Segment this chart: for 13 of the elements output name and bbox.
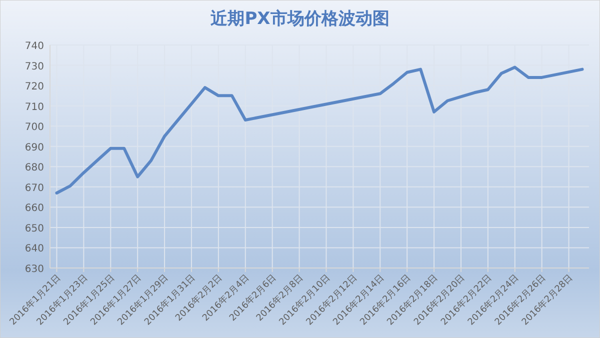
chart-title: 近期PX市场价格波动图	[210, 9, 390, 29]
y-tick-label: 740	[24, 41, 44, 52]
y-tick-label: 690	[24, 142, 44, 154]
y-tick-label: 670	[24, 182, 44, 194]
y-tick-label: 720	[24, 82, 44, 93]
y-tick-label: 630	[24, 264, 44, 275]
y-tick-label: 710	[24, 102, 44, 113]
y-tick-label: 640	[24, 244, 44, 255]
y-tick-label: 700	[24, 122, 44, 134]
y-tick-label: 660	[24, 203, 44, 214]
y-tick-label: 650	[24, 223, 44, 234]
y-tick-label: 730	[24, 61, 44, 72]
y-tick-label: 680	[24, 162, 44, 174]
